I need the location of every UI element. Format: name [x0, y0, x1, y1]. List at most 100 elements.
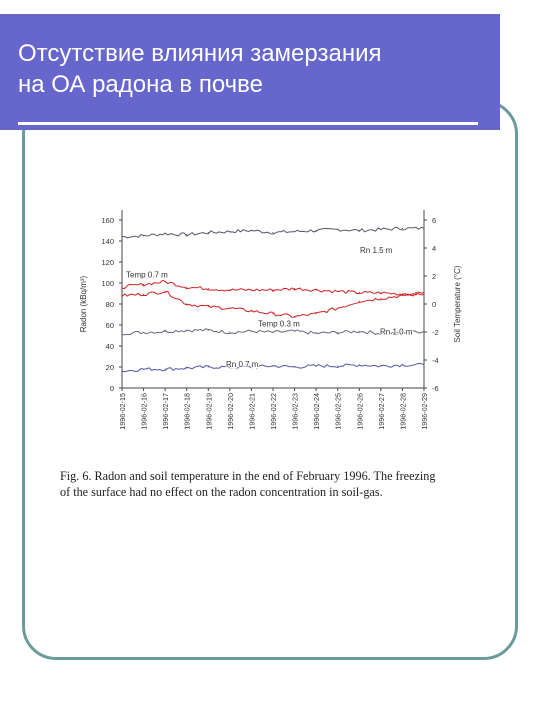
data-point — [207, 366, 209, 368]
data-point — [142, 331, 145, 333]
data-point — [121, 332, 123, 334]
series-label: Temp 0.3 m — [258, 320, 300, 329]
data-point — [250, 289, 253, 291]
data-point — [272, 289, 274, 291]
data-point — [229, 307, 231, 309]
x-tick-label: 1996-02-17 — [161, 393, 170, 430]
y-tick-label-left: 60 — [106, 321, 114, 330]
series-line — [121, 290, 425, 318]
data-point — [337, 307, 339, 309]
x-tick-label: 1996-02-27 — [377, 393, 386, 430]
data-point — [186, 234, 188, 236]
x-tick-label: 1996-02-23 — [291, 393, 300, 430]
data-point — [272, 365, 274, 367]
y-tick-label-left: 140 — [101, 237, 114, 246]
data-point — [380, 292, 382, 294]
data-point — [121, 370, 123, 372]
data-point — [315, 365, 317, 367]
slide-title: Отсутствие влияния замерзания на ОА радо… — [18, 38, 488, 100]
data-point — [207, 232, 209, 234]
data-point — [358, 229, 360, 232]
series-label: Rn 1.0 m — [380, 327, 413, 336]
y-tick-label-right: 0 — [432, 300, 436, 309]
data-point — [250, 229, 253, 232]
data-point — [423, 364, 425, 366]
data-point — [380, 228, 382, 231]
y-tick-label-left: 160 — [101, 216, 114, 225]
data-point — [293, 330, 296, 332]
y-tick-label-right: 6 — [432, 216, 436, 225]
data-point — [229, 230, 231, 233]
data-point — [380, 365, 382, 367]
data-point — [272, 232, 274, 234]
data-point — [293, 288, 296, 290]
data-point — [380, 332, 382, 334]
data-point — [423, 292, 425, 294]
series-line — [121, 226, 425, 239]
data-point — [315, 332, 317, 334]
data-point — [401, 331, 404, 333]
x-tick-label: 1996-02-21 — [247, 393, 256, 430]
data-point — [315, 229, 317, 232]
x-tick-label: 1996-02-15 — [118, 393, 127, 430]
x-tick-label: 1996-02-22 — [269, 393, 278, 430]
data-point — [164, 330, 166, 332]
y-tick-label-right: -2 — [432, 328, 439, 337]
slide-title-line-2: на ОА радона в почве — [18, 71, 263, 98]
data-point — [186, 329, 188, 331]
data-point — [142, 368, 145, 370]
data-point — [207, 329, 209, 331]
data-point — [164, 281, 166, 283]
y-tick-label-left: 100 — [101, 279, 114, 288]
caption-line-1: Fig. 6. Radon and soil temperature in th… — [60, 469, 436, 483]
series-line — [121, 362, 425, 373]
data-point — [186, 303, 188, 305]
data-point — [142, 293, 145, 295]
radon-temperature-chart: 0 20 40 60 80 100 120 140 160 -6 -4 -2 0 2 4 6 1996-02-1… — [79, 210, 462, 430]
data-point — [250, 310, 253, 312]
radon-figure: 0 20 40 60 80 100 120 140 160 -6 -4 -2 0 2 4 6 1996-02-1… — [68, 190, 480, 440]
data-point — [250, 366, 253, 368]
data-point — [401, 364, 404, 366]
y-tick-label-left: 80 — [106, 300, 114, 309]
y-tick-label-right: -6 — [432, 384, 439, 393]
data-point — [229, 331, 231, 333]
y-tick-label-left: 120 — [101, 258, 114, 267]
x-tick-label: 1996-02-19 — [204, 393, 213, 430]
data-point — [164, 368, 166, 370]
data-point — [423, 227, 425, 229]
data-point — [358, 300, 360, 302]
data-point — [142, 235, 145, 237]
series-label: Rn 1.5 m — [360, 246, 393, 255]
data-point — [164, 233, 166, 235]
data-point — [186, 286, 188, 288]
data-point — [293, 316, 296, 318]
data-point — [164, 290, 166, 292]
data-point — [358, 292, 360, 294]
data-point — [272, 313, 274, 315]
data-point — [272, 331, 274, 333]
y-tick-label-right: 4 — [432, 244, 436, 253]
data-point — [315, 313, 317, 315]
figure-caption: Fig. 6. Radon and soil temperature in th… — [60, 468, 485, 500]
x-tick-label: 1996-02-18 — [183, 393, 192, 430]
y-tick-label-right: -4 — [432, 356, 439, 365]
data-point — [121, 295, 123, 297]
data-point — [293, 230, 296, 233]
caption-line-2: of the surface had no effect on the rado… — [60, 485, 383, 499]
y-axis-title-right: Soil Temperature (°C) — [453, 265, 462, 342]
y-tick-label-left: 0 — [110, 384, 114, 393]
data-point — [207, 306, 209, 308]
data-point — [337, 365, 339, 367]
data-point — [229, 366, 231, 368]
data-point — [337, 228, 339, 231]
data-point — [229, 289, 231, 291]
slide-title-line-1: Отсутствие влияния замерзания — [18, 40, 382, 67]
data-point — [186, 367, 188, 369]
data-point — [293, 366, 296, 368]
data-point — [207, 288, 209, 290]
y-tick-label-left: 20 — [106, 363, 114, 372]
data-point — [121, 286, 123, 288]
series-label: Rn 0.7 m — [226, 360, 259, 369]
data-point — [380, 297, 382, 299]
